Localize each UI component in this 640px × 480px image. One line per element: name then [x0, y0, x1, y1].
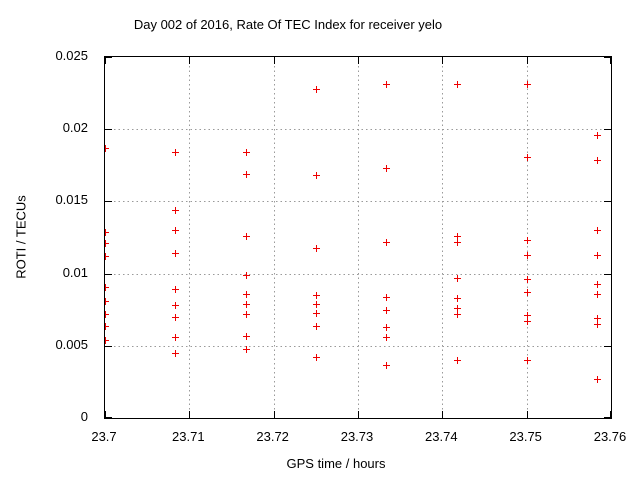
chart-title: Day 002 of 2016, Rate Of TEC Index for r…: [133, 17, 443, 32]
x-tick-label: 23.7: [91, 429, 117, 444]
y-tick-label: 0: [80, 409, 88, 424]
y-tick-label: 0.005: [55, 336, 88, 352]
y-tick-label: 0.015: [55, 192, 88, 208]
x-tick-label: 23.75: [509, 429, 542, 444]
x-tick-label: 23.73: [340, 429, 374, 444]
x-tick-label: 23.72: [256, 429, 289, 444]
y-tick-label: 0.01: [62, 264, 88, 280]
x-axis-title: GPS time / hours: [286, 456, 386, 471]
plot-area: [104, 56, 612, 419]
x-tick-label: 23.76: [593, 429, 627, 444]
x-tick-label: 23.74: [425, 429, 458, 444]
y-tick-label: 0.02: [62, 120, 88, 136]
x-tick-label: 23.71: [172, 429, 205, 444]
y-tick-label: 0.025: [55, 48, 88, 63]
plot-svg: [105, 57, 611, 418]
